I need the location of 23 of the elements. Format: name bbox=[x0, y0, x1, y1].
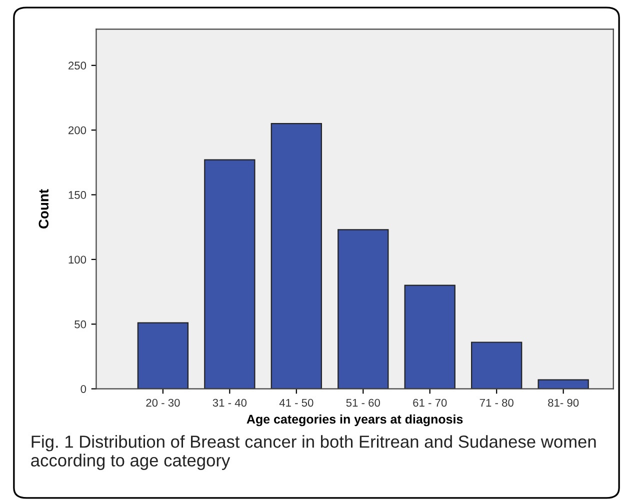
y-axis-title: Count bbox=[38, 189, 49, 228]
bar bbox=[137, 322, 189, 389]
bar bbox=[204, 159, 256, 389]
bar bbox=[471, 342, 522, 389]
x-tick-label: 81- 90 bbox=[548, 398, 579, 407]
y-tick-label: 200 bbox=[68, 126, 86, 134]
x-tick-label: 71 - 80 bbox=[480, 398, 514, 407]
x-tick-label: 41 - 50 bbox=[279, 398, 314, 407]
x-tick-label: 61 - 70 bbox=[413, 398, 447, 407]
y-tick-label: 150 bbox=[68, 191, 86, 199]
x-tick-label: 31 - 40 bbox=[212, 398, 247, 407]
y-tick-label: 0 bbox=[80, 385, 86, 393]
bar bbox=[404, 284, 456, 389]
caption: Fig. 1 Distribution of Breast cancer in both Eritrean and Sudanese women according to age category bbox=[31, 435, 596, 470]
x-tick-label: 51 - 60 bbox=[346, 398, 380, 407]
x-tick-label: 20 - 30 bbox=[146, 398, 180, 407]
y-tick-label: 100 bbox=[68, 256, 86, 264]
bar bbox=[338, 229, 389, 389]
bar bbox=[538, 379, 589, 389]
y-tick-label: 50 bbox=[74, 320, 86, 328]
y-tick-label: 250 bbox=[68, 62, 86, 70]
x-axis-title: Age categories in years at diagnosis bbox=[246, 414, 463, 426]
bar bbox=[270, 123, 322, 389]
